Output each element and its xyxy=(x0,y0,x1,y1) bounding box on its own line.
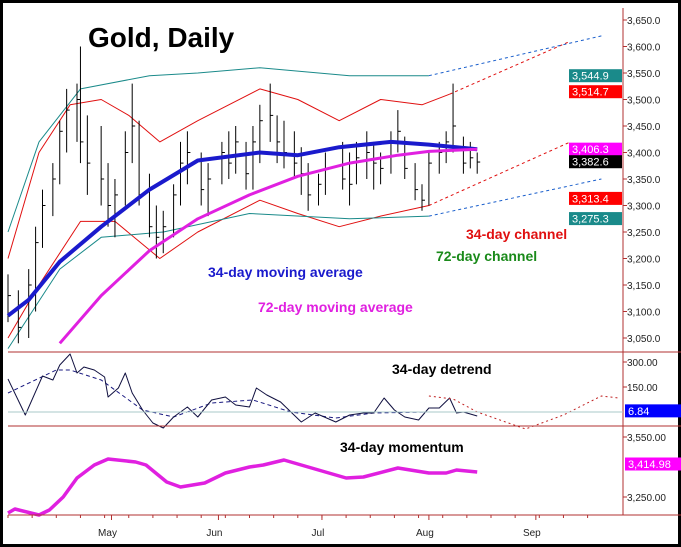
price-tick-label: 3,400.0 xyxy=(627,149,661,160)
34-day-channel-line xyxy=(7,88,450,259)
detrend-tag xyxy=(625,404,681,418)
detrend-line xyxy=(7,353,478,429)
momentum-line xyxy=(7,457,478,517)
price-tick-label: 3,300.0 xyxy=(627,202,661,213)
label-72-day-ma: 72-day moving average xyxy=(258,299,413,315)
momentum-tick-label: 3,250.00 xyxy=(627,493,666,504)
price-tag-label: 3,514.7 xyxy=(572,87,609,99)
price-tag-label: 3,544.9 xyxy=(572,71,609,83)
price-tag xyxy=(569,155,622,169)
detrend-tick-label: 300.00 xyxy=(627,358,658,369)
72-day-channel-line xyxy=(7,67,429,233)
chart-title: Gold, Daily xyxy=(88,22,235,53)
price-tick-label: 3,600.0 xyxy=(627,43,661,54)
label-detrend: 34-day detrend xyxy=(392,361,492,377)
momentum-tag xyxy=(625,457,681,471)
price-tag xyxy=(569,191,622,205)
momentum-tick-label: 3,550.00 xyxy=(627,433,666,444)
price-tick-label: 3,450.0 xyxy=(627,122,661,133)
price-tag xyxy=(569,85,622,99)
date-tick-label: May xyxy=(98,528,117,539)
detrend-tag-label: 6.84 xyxy=(628,406,649,418)
price-tick-label: 3,200.0 xyxy=(627,255,661,266)
date-tick-label: Jun xyxy=(206,528,222,539)
price-tag xyxy=(569,212,622,226)
34-day-moving-average-line xyxy=(6,139,478,318)
detrend-tick-label: 150.00 xyxy=(627,383,658,394)
momentum-tag-label: 3,414.98 xyxy=(628,459,671,471)
price-tick-label: 3,150.0 xyxy=(627,281,661,292)
label-34-day-ma: 34-day moving average xyxy=(208,264,363,280)
price-tag xyxy=(569,69,622,83)
price-tick-label: 3,250.0 xyxy=(627,228,661,239)
price-tag-label: 3,275.3 xyxy=(572,214,609,226)
label-72-day-channel: 72-day channel xyxy=(436,248,537,264)
price-tick-label: 3,650.0 xyxy=(627,16,661,27)
price-tick-label: 3,100.0 xyxy=(627,308,661,319)
label-34-day-channel: 34-day channel xyxy=(466,226,567,242)
price-tag-label: 3,313.4 xyxy=(572,193,609,205)
price-tag-label: 3,406.3 xyxy=(572,144,609,156)
34-day-channel-line xyxy=(7,199,430,339)
price-tag xyxy=(569,142,622,156)
price-tick-label: 3,350.0 xyxy=(627,175,661,186)
detrend-average-line xyxy=(7,369,478,419)
label-momentum: 34-day momentum xyxy=(340,439,464,455)
date-tick-label: Jul xyxy=(312,528,325,539)
date-tick-label: Aug xyxy=(416,528,434,539)
price-tick-label: 3,550.0 xyxy=(627,69,661,80)
date-tick-label: Sep xyxy=(523,528,541,539)
34-day-channel-projection xyxy=(428,141,571,206)
detrend-projection xyxy=(428,395,619,430)
price-tag-label: 3,382.6 xyxy=(572,157,609,169)
price-tick-label: 3,500.0 xyxy=(627,96,661,107)
price-tick-label: 3,050.0 xyxy=(627,334,661,345)
34-day-channel-projection xyxy=(449,40,571,95)
72-day-moving-average-line xyxy=(58,147,478,345)
